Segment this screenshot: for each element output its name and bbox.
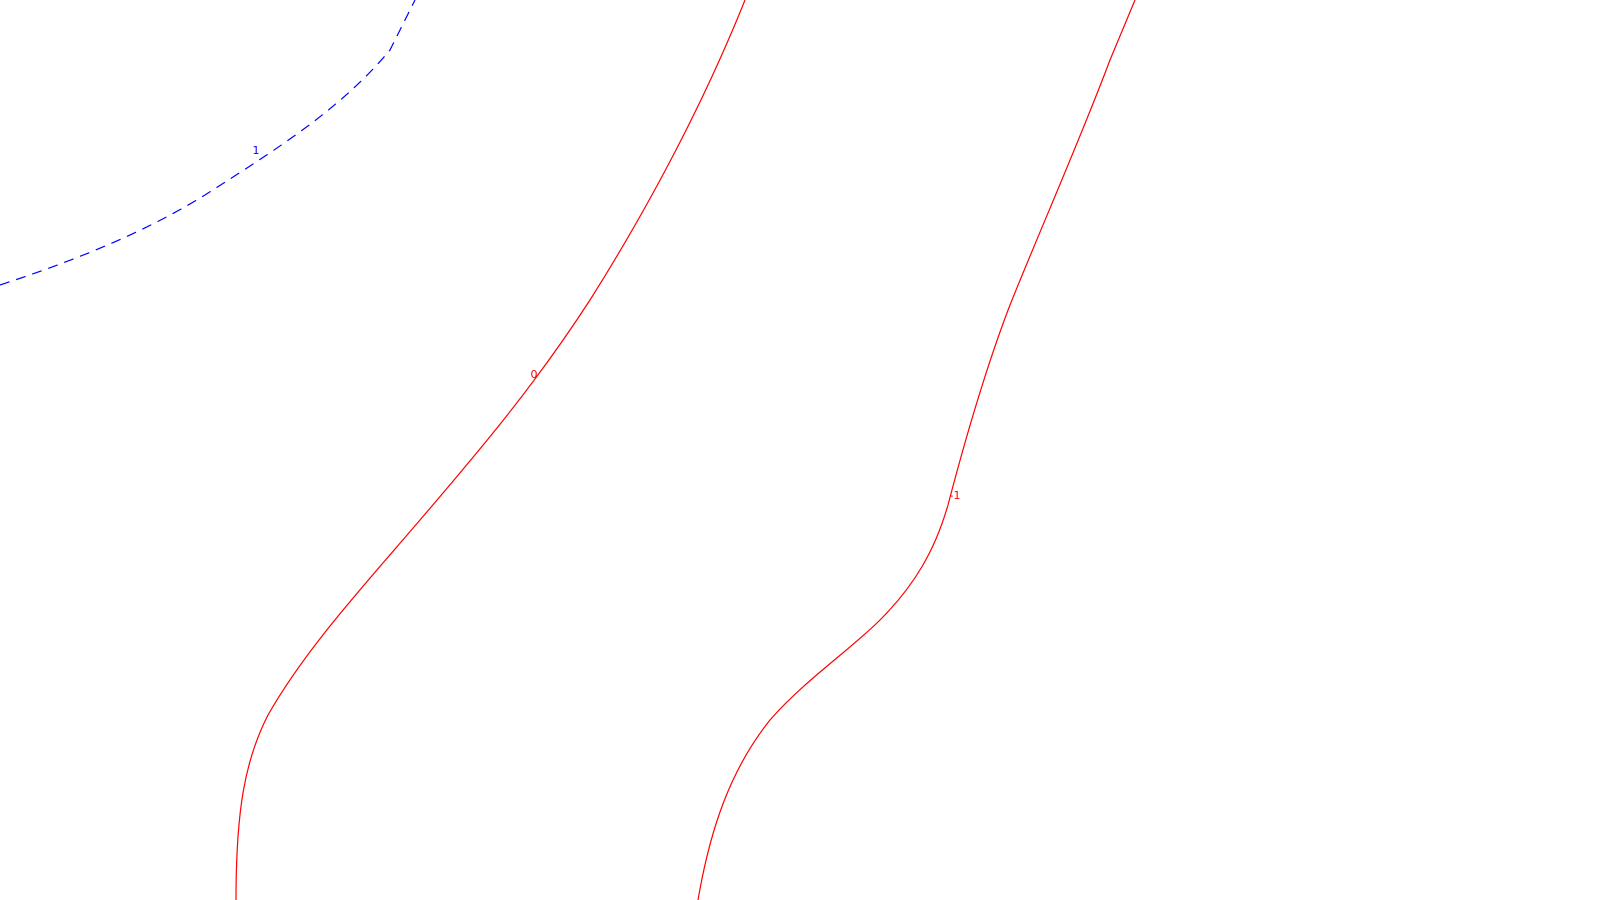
contour-line-1 xyxy=(0,0,416,286)
contour-label-minus-1: -1 xyxy=(950,489,961,502)
contour-label-0: 0 xyxy=(531,368,538,381)
contour-line-minus-1 xyxy=(697,0,1136,900)
contour-label-1: 1 xyxy=(253,144,260,157)
contour-line-0 xyxy=(235,0,746,900)
